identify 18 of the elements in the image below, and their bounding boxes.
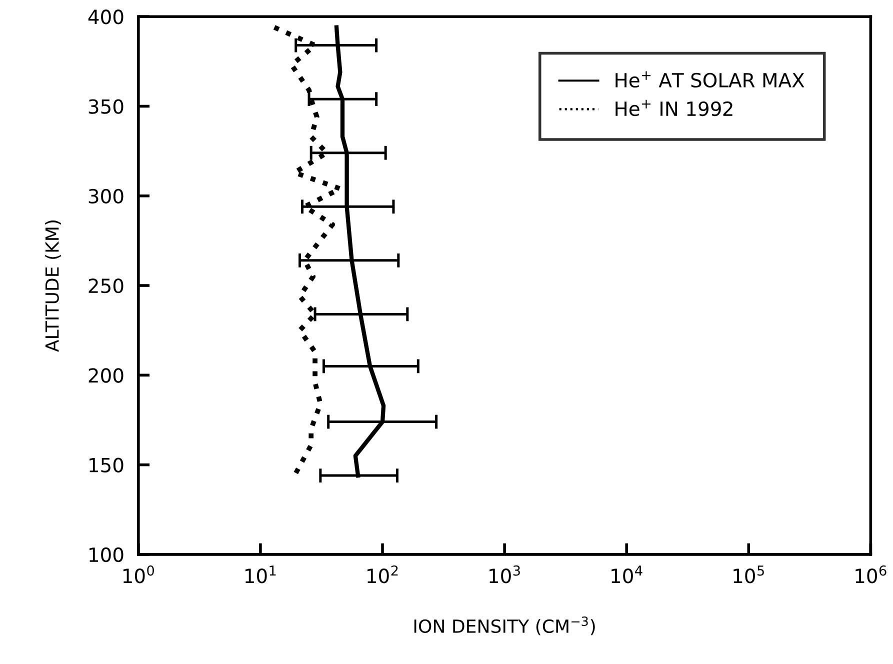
y-tick-label: 400 <box>88 10 124 24</box>
x-axis-title: ION DENSITY (CM$^{−3}$) <box>414 616 595 636</box>
x-tick-label: 10$^{5}$ <box>734 566 764 584</box>
y-tick-label: 150 <box>90 458 124 472</box>
y-tick-label: 300 <box>88 188 124 204</box>
y-tick-label: 350 <box>88 99 124 114</box>
y-tick-label: 250 <box>88 278 124 294</box>
x-tick-label: 10$^{4}$ <box>612 566 642 584</box>
y-axis-title: ALTITUDE (KM) <box>44 220 62 352</box>
y-tick-label: 200 <box>88 368 124 383</box>
y-tick-label: 100 <box>90 547 124 562</box>
legend-label: He$^{+}$ AT SOLAR MAX <box>616 71 804 88</box>
legend-label: He$^{+}$ IN 1992 <box>616 100 732 116</box>
x-tick-label: 10$^{2}$ <box>368 565 398 584</box>
x-tick-label: 10$^{0}$ <box>123 565 154 584</box>
x-tick-label: 10$^{6}$ <box>856 565 886 584</box>
x-tick-label: 10$^{1}$ <box>245 566 276 584</box>
x-tick-label: 10$^{3}$ <box>490 565 520 584</box>
